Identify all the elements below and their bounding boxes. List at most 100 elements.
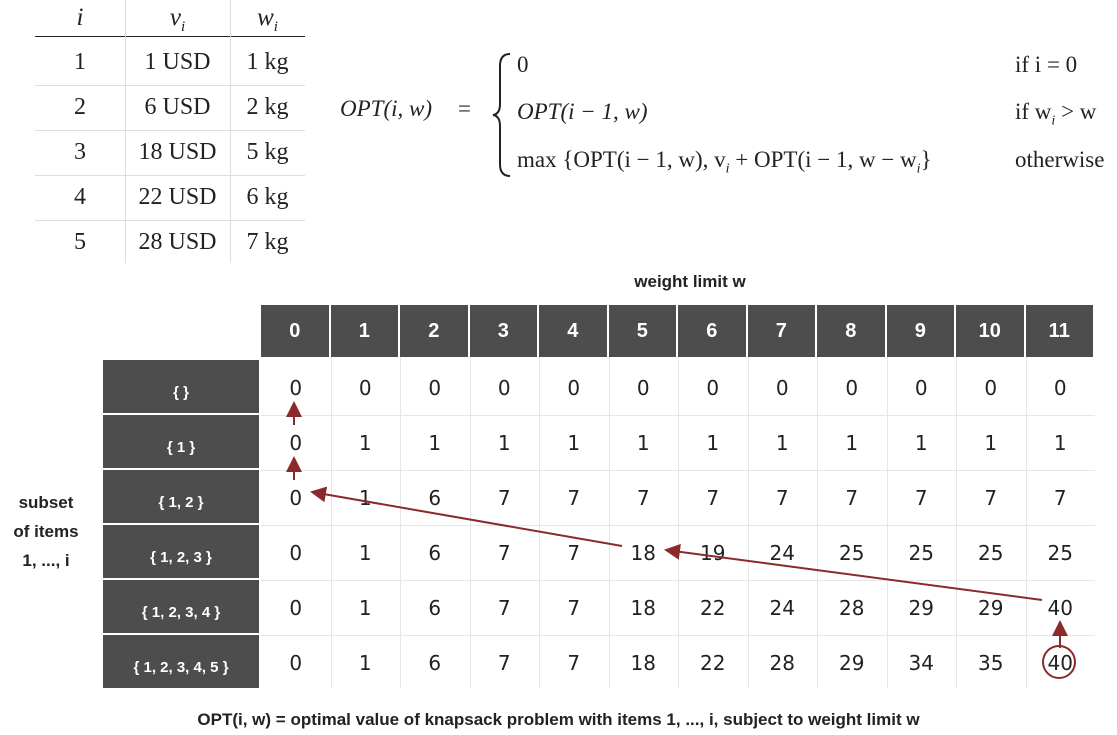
table-cell: 6 [428,596,442,620]
table-cell: 25 [978,541,1004,565]
table-cell: 1 [358,431,372,455]
table-cell: 1 [1053,431,1067,455]
trace-arrow-2 [664,543,1043,601]
items-cell: 5 kg [246,139,289,165]
items-cell: 6 kg [246,184,289,210]
table-cell: 28 [839,596,865,620]
items-cell: 1 USD [144,49,211,75]
column-header-5: 5 [608,305,678,357]
table-cell: 29 [908,596,934,620]
table-cell: 7 [497,651,511,675]
table-cell: 7 [845,486,859,510]
row-header: { 1, 2, 3, 4 } [103,580,259,635]
formula-case3-condition: otherwise [1015,147,1105,172]
table-cell: 18 [630,596,656,620]
table-cell: 0 [984,376,998,400]
table-cell: 7 [567,651,581,675]
table-cell: 7 [914,486,928,510]
column-header-8: 8 [817,305,887,357]
table-cell: 19 [700,541,726,565]
table-cell: 1 [984,431,998,455]
column-header-4: 4 [539,305,609,357]
table-cell: 0 [497,376,511,400]
row-header: { } [103,360,259,415]
table-cell: 1 [567,431,581,455]
table-cell: 40 [1047,651,1073,675]
items-cell: 1 [74,49,86,75]
table-cell: 24 [769,596,795,620]
table-cell: 0 [914,376,928,400]
row-header: { 1 } [103,415,259,470]
table-cell: 22 [700,596,726,620]
table-cell: 0 [567,376,581,400]
table-cell: 1 [428,431,442,455]
table-cell: 40 [1047,596,1073,620]
table-cell: 0 [1053,376,1067,400]
formula-case2-value: OPT(i − 1, w) [517,99,648,124]
formula-case1-value: 0 [517,52,529,77]
table-cell: 34 [908,651,934,675]
optimal-cell-circle [1042,645,1076,679]
subset-items-label: subset of items 1, ..., i [13,493,79,570]
table-cell: 29 [978,596,1004,620]
table-cell: 1 [706,431,720,455]
items-cell: 4 [74,184,86,210]
column-header-2: 2 [400,305,470,357]
table-cell: 18 [630,541,656,565]
table-cell: 25 [1047,541,1073,565]
items-cell: 18 USD [138,139,217,165]
trace-arrow-3 [310,486,623,547]
table-cell: 6 [428,486,442,510]
table-cell: 1 [845,431,859,455]
table-cell: 7 [984,486,998,510]
items-cell: 6 USD [144,94,211,120]
row-header: { 1, 2, 3 } [103,525,259,580]
items-cell: 1 kg [246,49,289,75]
table-cell: 0 [845,376,859,400]
items-cell: 5 [74,229,86,255]
column-header-10: 10 [956,305,1026,357]
formula-case2-condition: if wi > w [1015,99,1097,129]
table-cell: 0 [775,376,789,400]
items-cell: 2 [74,94,86,120]
table-cell: 1 [358,651,372,675]
formula-lhs: OPT(i, w) [340,96,432,121]
items-cell: 22 USD [138,184,217,210]
table-cell: 7 [497,541,511,565]
row-header: { 1, 2 } [103,470,259,525]
table-cell: 0 [289,596,303,620]
table-cell: 0 [358,376,372,400]
table-cell: 0 [289,541,303,565]
table-cell: 22 [700,651,726,675]
table-cell: 1 [358,596,372,620]
table-cell: 25 [839,541,865,565]
table-cell: 35 [978,651,1004,675]
caption: OPT(i, w) = optimal value of knapsack pr… [197,710,920,729]
table-cell: 0 [289,486,303,510]
table-cell: 7 [497,596,511,620]
items-cell: 28 USD [138,229,217,255]
items-cell: 2 kg [246,94,289,120]
table-cell: 1 [358,486,372,510]
table-cell: 1 [636,431,650,455]
formula-case3-value: max {OPT(i − 1, w), vi + OPT(i − 1, w − … [517,147,932,177]
table-cell: 7 [775,486,789,510]
table-cell: 1 [914,431,928,455]
column-header-3: 3 [469,305,539,357]
table-cell: 0 [289,431,303,455]
table-cell: 7 [636,486,650,510]
items-header-v: vi [169,4,186,35]
column-header-9: 9 [886,305,956,357]
formula-equals: = [458,96,471,121]
table-cell: 7 [706,486,720,510]
table-cell: 0 [636,376,650,400]
formula-brace [492,53,511,177]
table-cell: 0 [706,376,720,400]
table-cell: 18 [630,651,656,675]
table-cell: 7 [497,486,511,510]
table-cell: 7 [1053,486,1067,510]
table-cell: 7 [567,486,581,510]
row-header: { 1, 2, 3, 4, 5 } [103,635,259,690]
table-cell: 7 [567,596,581,620]
items-cell: 3 [74,139,86,165]
